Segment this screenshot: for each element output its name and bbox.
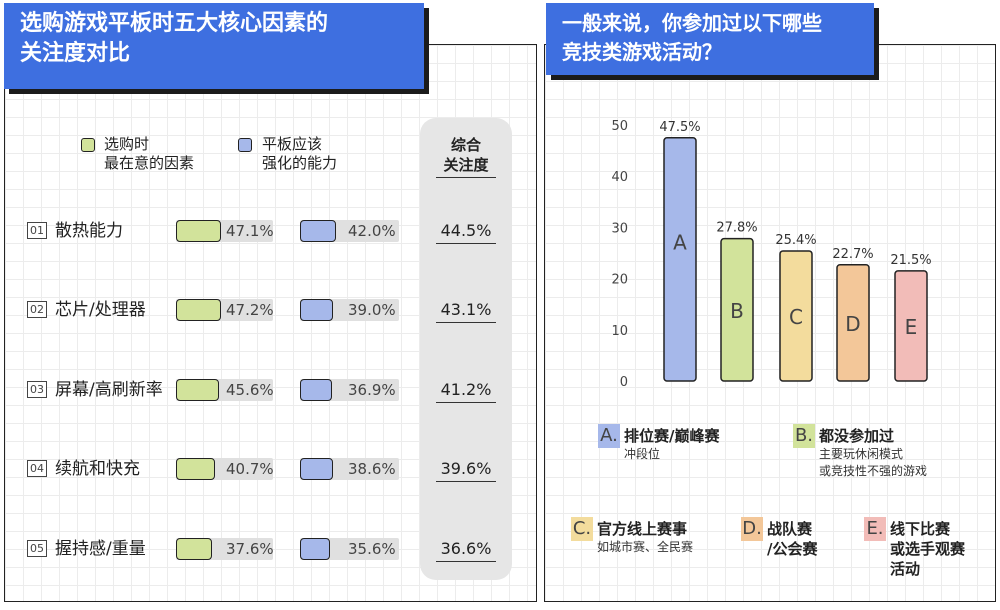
blue-bar-value: 35.6% bbox=[348, 540, 396, 558]
bar-category-label: E bbox=[905, 315, 918, 339]
green-bar bbox=[176, 458, 215, 480]
green-bar-value: 37.6% bbox=[226, 540, 274, 558]
bar-category-label: C bbox=[789, 305, 803, 329]
bar-value-label: 27.8% bbox=[716, 221, 757, 236]
legend-green-line2: 最在意的因素 bbox=[104, 154, 195, 172]
bar-category-label: B bbox=[730, 299, 744, 323]
bar-A bbox=[663, 137, 697, 382]
green-bar bbox=[176, 379, 219, 401]
total-header-line1: 综合 bbox=[450, 136, 481, 154]
total-underline bbox=[436, 322, 496, 323]
blue-bar-value: 39.0% bbox=[348, 301, 396, 319]
row-label: 握持感/重量 bbox=[55, 539, 146, 559]
row-number: 04 bbox=[27, 460, 47, 477]
legend-main-3: 活动 bbox=[890, 560, 921, 578]
legend-main-2: 或选手观赛 bbox=[890, 540, 966, 558]
left-title: 选购游戏平板时五大核心因素的 关注度对比 bbox=[4, 3, 424, 89]
bar-value-label: 47.5% bbox=[659, 120, 700, 135]
bar-E bbox=[894, 270, 928, 382]
green-bar-value: 47.1% bbox=[226, 222, 274, 240]
legend-sub: 主要玩休闲模式 bbox=[819, 447, 904, 461]
blue-bar bbox=[300, 458, 333, 480]
row-number: 02 bbox=[27, 301, 47, 318]
legend-main: 战队赛 bbox=[767, 520, 813, 538]
bar-value-label: 22.7% bbox=[832, 247, 873, 262]
legend-sub: 如城市赛、全民赛 bbox=[597, 540, 694, 554]
total-value: 43.1% bbox=[440, 300, 492, 319]
legend-letter: C. bbox=[571, 517, 593, 541]
blue-bar bbox=[300, 299, 333, 321]
bar-D bbox=[836, 264, 870, 382]
y-tick-label: 30 bbox=[611, 221, 628, 236]
blue-bar bbox=[300, 538, 330, 560]
total-underline bbox=[436, 481, 496, 482]
right-title: 一般来说，你参加过以下哪些 竞技类游戏活动？ bbox=[546, 3, 874, 75]
bar-category-label: A bbox=[673, 230, 687, 254]
total-header-line2: 关注度 bbox=[443, 156, 489, 174]
green-bar-value: 45.6% bbox=[226, 381, 274, 399]
total-column-bg bbox=[420, 118, 512, 580]
bar-value-label: 21.5% bbox=[890, 253, 931, 268]
total-value: 41.2% bbox=[440, 380, 492, 399]
legend-sub-2: 或竞技性不强的游戏 bbox=[819, 464, 928, 478]
legend-letter: E. bbox=[864, 517, 886, 541]
total-underline bbox=[436, 561, 496, 562]
bar-category-label: D bbox=[845, 312, 860, 336]
blue-bar-value: 38.6% bbox=[348, 460, 396, 478]
y-tick-label: 50 bbox=[611, 119, 628, 134]
legend-swatch-blue bbox=[238, 138, 252, 152]
green-bar bbox=[176, 220, 221, 242]
total-underline bbox=[436, 243, 496, 244]
legend-swatch-green bbox=[81, 138, 95, 152]
legend-green-line1: 选购时 bbox=[104, 135, 150, 153]
blue-bar-value: 36.9% bbox=[348, 381, 396, 399]
bar-B bbox=[720, 237, 754, 382]
left-title-line1: 选购游戏平板时五大核心因素的 bbox=[20, 11, 329, 36]
legend-letter: B. bbox=[793, 424, 815, 448]
y-tick-label: 10 bbox=[611, 324, 628, 339]
legend-main: 线下比赛 bbox=[890, 520, 951, 538]
row-label: 续航和快充 bbox=[55, 459, 140, 479]
blue-bar bbox=[300, 220, 336, 242]
green-bar-value: 47.2% bbox=[226, 301, 274, 319]
total-header-underline bbox=[436, 177, 496, 178]
y-tick-label: 40 bbox=[611, 170, 628, 185]
legend-main: 排位赛/巅峰赛 bbox=[624, 427, 720, 445]
legend-green-text: 选购时 最在意的因素 bbox=[104, 135, 194, 173]
legend-blue-line1: 平板应该 bbox=[262, 135, 323, 153]
legend-blue-line2: 强化的能力 bbox=[262, 154, 338, 172]
legend-sub: 冲段位 bbox=[624, 447, 661, 461]
blue-bar-value: 42.0% bbox=[348, 222, 396, 240]
total-underline bbox=[436, 402, 496, 403]
green-bar bbox=[176, 538, 212, 560]
right-title-line1: 一般来说，你参加过以下哪些 bbox=[562, 11, 822, 35]
legend-main-2: /公会赛 bbox=[767, 540, 818, 558]
row-label: 芯片/处理器 bbox=[55, 300, 146, 320]
row-label: 屏幕/高刷新率 bbox=[55, 380, 163, 400]
total-value: 39.6% bbox=[440, 459, 492, 478]
legend-blue-text: 平板应该 强化的能力 bbox=[262, 135, 337, 173]
row-number: 01 bbox=[27, 222, 47, 239]
legend-main: 官方线上赛事 bbox=[597, 520, 688, 538]
right-title-line2: 竞技类游戏活动？ bbox=[562, 40, 722, 64]
total-value: 36.6% bbox=[440, 539, 492, 558]
green-bar bbox=[176, 299, 221, 321]
bar-C bbox=[779, 250, 813, 382]
total-value: 44.5% bbox=[440, 221, 492, 240]
row-number: 05 bbox=[27, 540, 47, 557]
y-tick-label: 0 bbox=[620, 375, 628, 390]
green-bar-value: 40.7% bbox=[226, 460, 274, 478]
row-number: 03 bbox=[27, 381, 47, 398]
bar-value-label: 25.4% bbox=[775, 233, 816, 248]
blue-bar bbox=[300, 379, 332, 401]
legend-main: 都没参加过 bbox=[819, 427, 895, 445]
legend-letter: A. bbox=[598, 424, 620, 448]
row-label: 散热能力 bbox=[55, 221, 123, 241]
y-tick-label: 20 bbox=[611, 273, 628, 288]
legend-letter: D. bbox=[741, 517, 763, 541]
left-title-line2: 关注度对比 bbox=[20, 41, 131, 66]
